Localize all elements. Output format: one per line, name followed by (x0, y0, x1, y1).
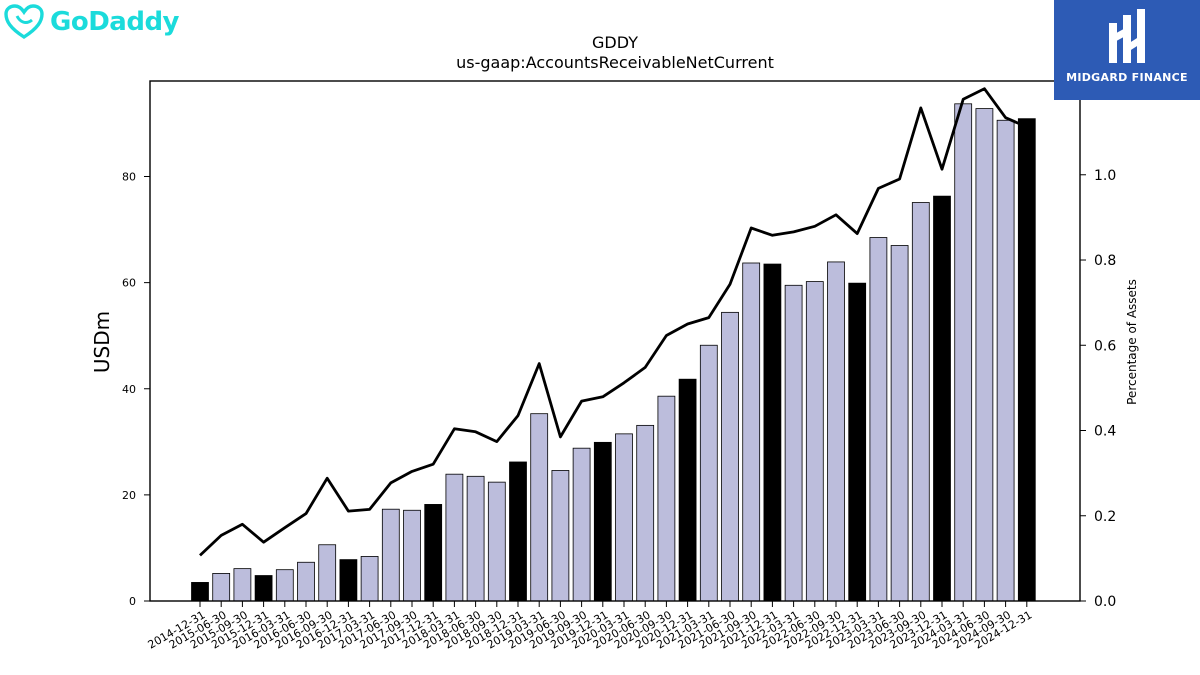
bars-layer (191, 103, 1036, 602)
y-tick-label-60: 60 (122, 277, 136, 290)
bar-2022-03-31 (784, 284, 803, 602)
godaddy-heart-icon (4, 4, 44, 40)
bar-2017-12-31 (424, 504, 443, 602)
bar-2018-06-30 (466, 475, 485, 602)
bar-2017-06-30 (381, 508, 400, 602)
bar-2023-03-31 (869, 237, 888, 602)
bar-2016-12-31 (339, 559, 358, 602)
y-right-tick-label-0.6: 0.6 (1094, 338, 1116, 354)
bar-2021-03-31 (699, 344, 718, 602)
bar-2020-03-31 (615, 433, 633, 602)
bar-2024-03-31 (954, 103, 973, 602)
y-right-tick-label-1.0: 1.0 (1094, 168, 1116, 184)
bar-2015-09-30 (233, 568, 252, 602)
bar-2023-06-30 (890, 245, 909, 602)
axes-layer: 0204060800.00.20.40.60.81.01.22014-12-31… (122, 80, 1116, 652)
line-layer (199, 87, 1028, 557)
y-right-tick-label-0.4: 0.4 (1094, 424, 1116, 440)
bar-2019-12-31 (593, 441, 612, 602)
bar-2023-12-31 (933, 195, 951, 602)
bar-2022-06-30 (805, 281, 824, 602)
y-right-tick-label-0.8: 0.8 (1094, 253, 1116, 269)
y-axis-label: USDm (90, 311, 114, 373)
y-tick-label-0: 0 (129, 595, 136, 608)
bar-2023-09-30 (911, 202, 930, 602)
bar-2018-12-31 (509, 461, 527, 602)
bar-2024-06-30 (975, 108, 994, 602)
bar-2016-06-30 (297, 561, 315, 602)
line-series-percentage-of-assets (199, 87, 1028, 557)
bar-2021-06-30 (721, 311, 739, 602)
y-tick-label-40: 40 (122, 383, 136, 396)
y-tick-label-80: 80 (122, 171, 136, 184)
bar-2018-03-31 (445, 473, 464, 602)
plot-frame (149, 80, 1081, 602)
bar-2015-06-30 (212, 573, 231, 602)
y-tick-label-20: 20 (122, 489, 136, 502)
y-right-tick-label-0.0: 0.0 (1094, 594, 1116, 610)
bar-2024-12-31 (1017, 118, 1036, 602)
midgard-logo-icon (1109, 9, 1145, 63)
bar-2022-12-31 (848, 282, 867, 602)
y-axis-right-label: Percentage of Assets (1125, 279, 1139, 405)
bar-2016-09-30 (318, 544, 337, 602)
bar-2019-03-31 (530, 413, 549, 602)
bar-2017-09-30 (403, 509, 421, 602)
bar-2018-09-30 (487, 481, 506, 602)
bar-2020-09-30 (657, 395, 676, 602)
bar-2020-12-31 (678, 378, 697, 602)
godaddy-logo-text: GoDaddy (50, 7, 180, 37)
midgard-finance-watermark: MIDGARD FINANCE (1054, 0, 1200, 100)
bar-2021-12-31 (763, 263, 782, 602)
y-right-tick-label-0.2: 0.2 (1094, 509, 1116, 525)
watermark-text: MIDGARD FINANCE (1066, 71, 1188, 84)
bar-2024-09-30 (996, 119, 1015, 602)
bar-2017-03-31 (360, 556, 379, 602)
bar-2014-12-31 (191, 582, 209, 602)
bar-2019-06-30 (551, 470, 570, 602)
bar-2022-09-30 (827, 261, 845, 602)
godaddy-logo: GoDaddy (4, 4, 180, 40)
bar-2021-09-30 (742, 262, 761, 602)
bar-2016-03-31 (275, 569, 294, 602)
bar-2019-09-30 (572, 447, 591, 602)
bar-2020-06-30 (636, 424, 655, 602)
chart-subtitle: us-gaap:AccountsReceivableNetCurrent (456, 53, 774, 72)
bar-2015-12-31 (254, 575, 273, 602)
chart-title: GDDY (592, 33, 638, 52)
